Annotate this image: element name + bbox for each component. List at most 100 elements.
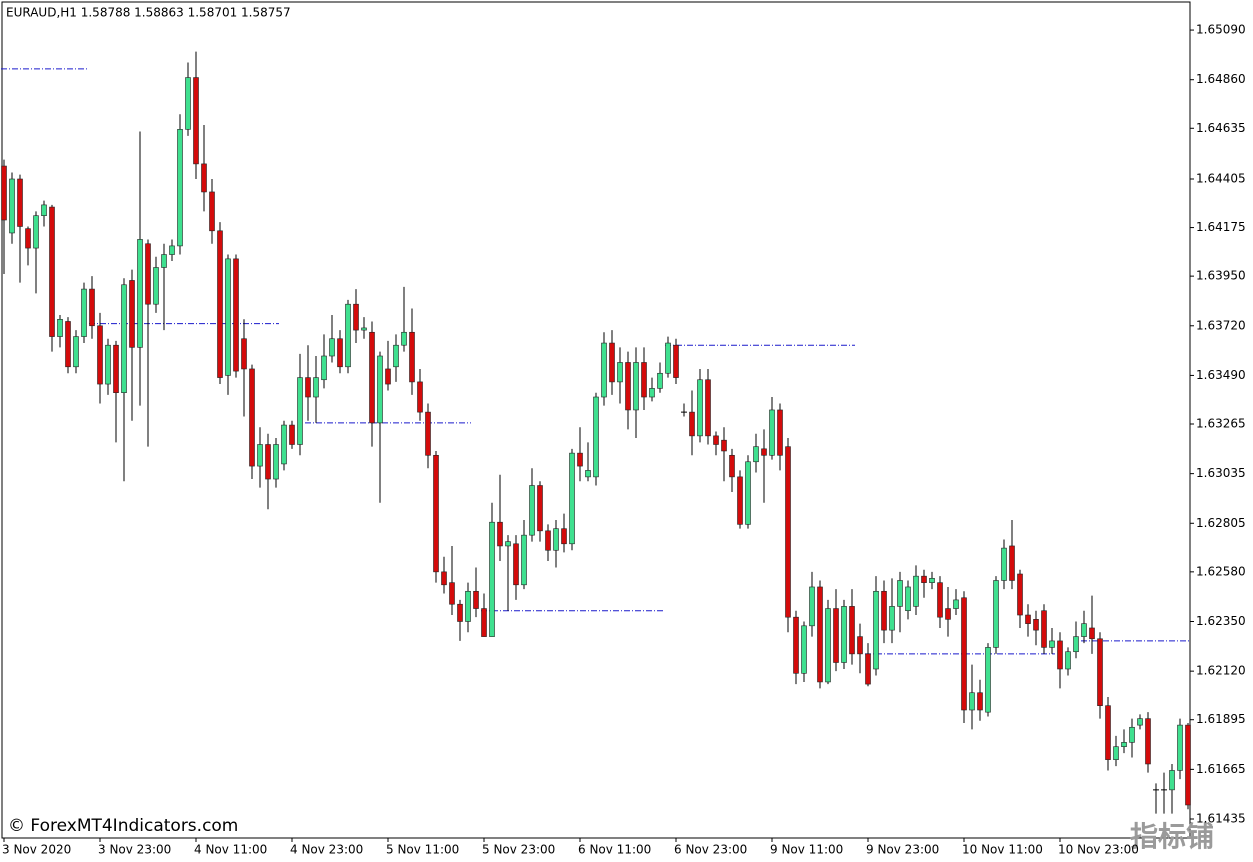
candle-body — [953, 599, 959, 609]
candle-body — [865, 653, 871, 685]
candle-body — [817, 586, 823, 683]
candle-body — [209, 191, 215, 232]
candle-body — [1185, 724, 1191, 806]
candle-body — [241, 338, 247, 370]
candle-body — [1169, 770, 1175, 791]
candle-body — [273, 444, 279, 480]
candle-body — [633, 362, 639, 411]
candle-body — [593, 396, 599, 478]
candle-body — [321, 355, 327, 381]
y-tick-label: 1.63265 — [1196, 416, 1246, 430]
candle-body — [177, 129, 183, 247]
candle-body — [809, 586, 815, 627]
candle-body — [777, 409, 783, 456]
candle-body — [785, 446, 791, 618]
y-tick-label: 1.64860 — [1196, 72, 1246, 86]
x-tick-label: 5 Nov 23:00 — [482, 843, 555, 857]
candle-body — [801, 625, 807, 674]
y-tick-label: 1.65090 — [1196, 23, 1246, 37]
candle-body — [441, 571, 447, 586]
candle-body — [1025, 614, 1031, 624]
candle-body — [825, 608, 831, 683]
candle-body — [497, 521, 503, 547]
candle-body — [937, 582, 943, 618]
candle-body — [49, 206, 55, 337]
x-tick-label: 3 Nov 23:00 — [98, 843, 171, 857]
candle-body — [281, 424, 287, 465]
y-tick-label: 1.61435 — [1196, 812, 1246, 826]
candle-body — [993, 580, 999, 648]
candle-body — [289, 424, 295, 445]
candle-body — [609, 342, 615, 383]
x-tick-label: 4 Nov 11:00 — [194, 843, 267, 857]
x-tick-label: 10 Nov 11:00 — [962, 843, 1043, 857]
y-tick-label: 1.61665 — [1196, 762, 1246, 776]
candle-body — [25, 228, 31, 249]
candle-body — [113, 344, 119, 393]
candle-body — [161, 254, 167, 268]
candle-body — [841, 606, 847, 663]
x-tick-label: 10 Nov 23:00 — [1058, 843, 1139, 857]
candle-body — [833, 608, 839, 663]
candle-body — [457, 603, 463, 622]
candle-body — [185, 77, 191, 130]
candle-body — [361, 327, 367, 331]
candle-body — [193, 77, 199, 165]
candle-body — [329, 338, 335, 357]
candle-body — [1177, 724, 1183, 771]
candle-body — [449, 582, 455, 605]
candle-body — [1041, 610, 1047, 648]
candle-body — [481, 608, 487, 637]
chart-title: EURAUD,H1 1.58788 1.58863 1.58701 1.5875… — [6, 6, 291, 20]
candle-body — [1065, 651, 1071, 670]
candle-body — [233, 258, 239, 372]
y-tick-label: 1.63035 — [1196, 466, 1246, 480]
x-tick-label: 5 Nov 11:00 — [386, 843, 459, 857]
candle-body — [713, 435, 719, 445]
candle-body — [401, 331, 407, 346]
candle-body — [969, 692, 975, 711]
candle-body — [553, 528, 559, 551]
candle-body — [561, 528, 567, 545]
y-tick-label: 1.62580 — [1196, 564, 1246, 578]
candle-body — [729, 454, 735, 478]
y-tick-label: 1.63950 — [1196, 269, 1246, 283]
candle-body — [137, 239, 143, 348]
candle-body — [145, 243, 151, 305]
candle-body — [433, 454, 439, 573]
candle-body — [121, 284, 127, 393]
y-tick-label: 1.64175 — [1196, 220, 1246, 234]
candle-body — [577, 452, 583, 467]
y-tick-label: 1.64405 — [1196, 171, 1246, 185]
candle-body — [249, 368, 255, 467]
candle-body — [297, 377, 303, 445]
candle-body — [569, 452, 575, 545]
candle-body — [1057, 640, 1063, 670]
candle-body — [81, 288, 87, 337]
candle-body — [1121, 742, 1127, 747]
candle-body — [945, 608, 951, 620]
x-tick-label: 4 Nov 23:00 — [290, 843, 363, 857]
candle-body — [425, 411, 431, 456]
candle-body — [1113, 746, 1119, 760]
candle-body — [409, 331, 415, 383]
candle-body — [897, 580, 903, 607]
x-tick-label: 3 Nov 2020 — [2, 843, 71, 857]
candle-body — [473, 590, 479, 609]
candle-body — [169, 245, 175, 255]
candle-body — [1017, 573, 1023, 616]
x-tick-label: 6 Nov 23:00 — [674, 843, 747, 857]
watermark: © ForexMT4Indicators.com — [8, 816, 238, 836]
candle-body — [769, 409, 775, 456]
candle-body — [201, 163, 207, 193]
candle-body — [505, 541, 511, 547]
candle-body — [1001, 547, 1007, 581]
candle-body — [537, 485, 543, 532]
candle-body — [585, 470, 591, 478]
candle-body — [745, 461, 751, 525]
candle-body — [753, 446, 759, 463]
candle-body — [129, 280, 135, 348]
candle-body — [57, 319, 63, 337]
candle-body — [41, 204, 47, 216]
candle-body — [657, 372, 663, 389]
